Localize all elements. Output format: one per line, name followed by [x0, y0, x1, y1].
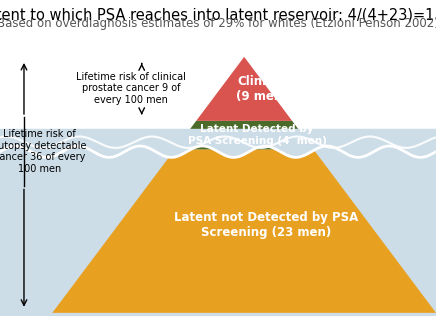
- Bar: [0, 133, 436, 316]
- Polygon shape: [196, 57, 292, 121]
- Text: Clinical
(9 men): Clinical (9 men): [236, 75, 287, 103]
- Text: Latent not Detected by PSA
Screening (23 men): Latent not Detected by PSA Screening (23…: [174, 211, 358, 239]
- Text: Based on overdiagnosis estimates of 29% for whites (Etzioni Penson 2002): Based on overdiagnosis estimates of 29% …: [0, 17, 436, 30]
- Bar: [0, 0, 436, 161]
- Text: Extent to which PSA reaches into latent reservoir: 4/(4+23)=15%: Extent to which PSA reaches into latent …: [0, 8, 436, 23]
- Text: Lifetime risk of
autopsy detectable
cancer 36 of every
100 men: Lifetime risk of autopsy detectable canc…: [0, 129, 86, 174]
- Polygon shape: [52, 149, 436, 313]
- Text: Lifetime risk of clinical
prostate cancer 9 of
every 100 men: Lifetime risk of clinical prostate cance…: [76, 72, 186, 105]
- Polygon shape: [175, 121, 313, 149]
- Text: Latent Detected by
PSA Screening (4  men): Latent Detected by PSA Screening (4 men): [188, 124, 327, 146]
- Bar: [0, 0, 436, 41]
